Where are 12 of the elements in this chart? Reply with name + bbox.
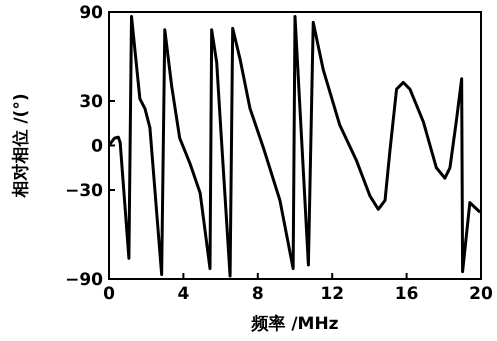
x-tick-label: 8 (252, 284, 264, 304)
y-tick-label: −90 (65, 270, 104, 290)
y-axis-title: 相对相位 /(°) (11, 93, 31, 199)
y-tick-label: 90 (79, 3, 104, 23)
x-tick-label: 12 (320, 284, 344, 304)
y-tick-label: 30 (79, 92, 104, 112)
y-tick-label: 0 (91, 136, 104, 156)
x-tick-label: 4 (177, 284, 190, 304)
y-tick-label: −30 (65, 181, 104, 201)
x-tick-label: 16 (394, 284, 418, 304)
x-axis-title: 频率 /MHz (250, 314, 339, 334)
x-tick-label: 20 (469, 284, 493, 304)
